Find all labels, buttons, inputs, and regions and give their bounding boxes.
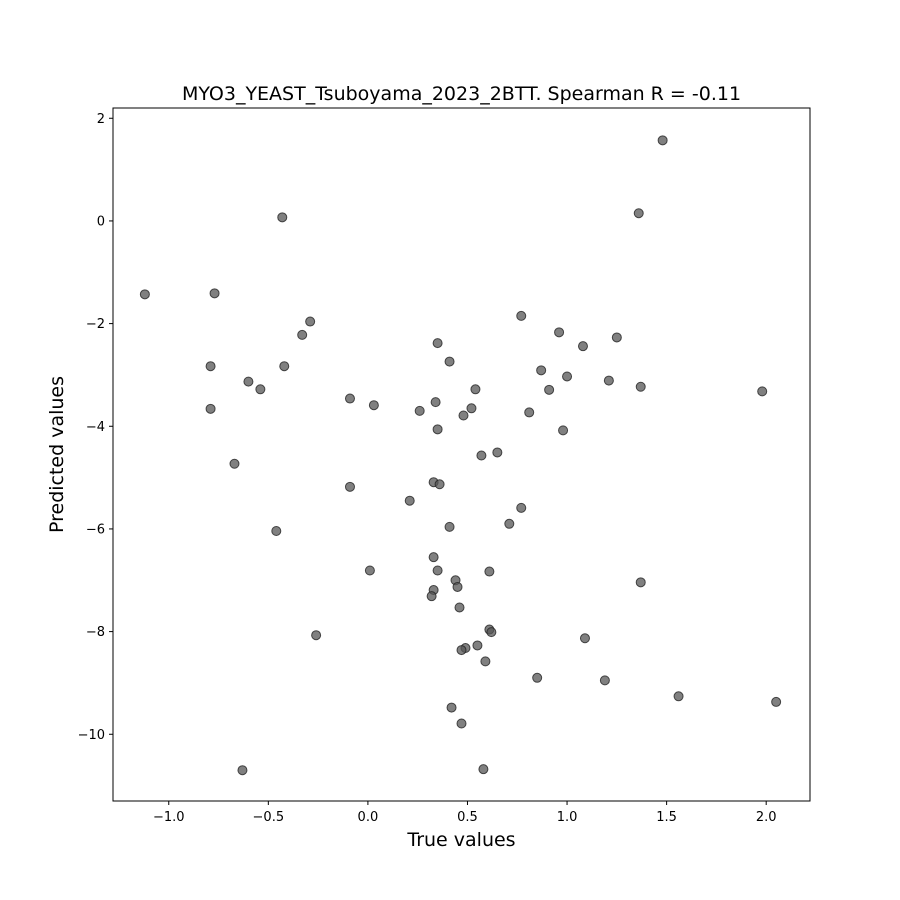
scatter-point: [635, 577, 646, 588]
scatter-point: [454, 602, 465, 613]
scatter-point: [577, 341, 588, 352]
scatter-point: [458, 410, 469, 421]
y-axis-label: Predicted values: [46, 376, 68, 533]
scatter-point: [279, 361, 290, 372]
scatter-point: [237, 765, 248, 776]
x-tick-label: 0.5: [457, 810, 478, 825]
scatter-point: [432, 424, 443, 435]
y-axis-ticks: 2 0 −2 −4 −6 −8 −10: [78, 112, 113, 743]
scatter-point: [277, 212, 288, 223]
scatter-point: [611, 332, 622, 343]
x-axis-ticks: −1.0 −0.5 0.0 0.5 1.0 1.5 2.0: [153, 801, 777, 825]
scatter-point: [452, 581, 463, 592]
scatter-point: [297, 329, 308, 340]
scatter-point: [432, 338, 443, 349]
scatter-point: [205, 403, 216, 414]
x-tick-label: −0.5: [253, 810, 285, 825]
scatter-point: [532, 672, 543, 683]
x-tick-label: 0.0: [358, 810, 379, 825]
scatter-point: [673, 691, 684, 702]
scatter-point: [432, 565, 443, 576]
scatter-point: [579, 633, 590, 644]
scatter-point: [484, 566, 495, 577]
scatter-point: [480, 656, 491, 667]
scatter-point: [344, 393, 355, 404]
scatter-point: [229, 458, 240, 469]
scatter-point: [635, 381, 646, 392]
scatter-point: [364, 565, 375, 576]
y-tick-label: −4: [86, 420, 105, 435]
scatter-point: [516, 502, 527, 513]
scatter-point: [456, 645, 467, 656]
scatter-point: [209, 288, 220, 299]
scatter-point: [255, 384, 266, 395]
plot-area-frame: [112, 107, 811, 802]
scatter-point: [368, 400, 379, 411]
scatter-point: [466, 403, 477, 414]
scatter-point: [516, 310, 527, 321]
scatter-point: [430, 397, 441, 408]
y-tick-label: 2: [97, 112, 105, 127]
scatter-point: [305, 316, 316, 327]
scatter-point: [558, 425, 569, 436]
scatter-point: [434, 479, 445, 490]
scatter-point: [205, 361, 216, 372]
y-tick-label: −2: [86, 317, 105, 332]
scatter-point: [486, 627, 497, 638]
scatter-point: [757, 386, 768, 397]
y-tick-label: 0: [97, 214, 105, 229]
scatter-point: [478, 764, 489, 775]
x-tick-label: −1.0: [153, 810, 185, 825]
scatter-point: [472, 640, 483, 651]
scatter-point: [446, 702, 457, 713]
scatter-point: [243, 376, 254, 387]
scatter-point: [603, 375, 614, 386]
y-tick-label: −10: [78, 728, 105, 743]
scatter-point: [344, 481, 355, 492]
chart-title: MYO3_YEAST_Tsuboyama_2023_2BTT. Spearman…: [182, 83, 741, 105]
x-tick-label: 2.0: [756, 810, 777, 825]
scatter-point: [633, 208, 644, 219]
scatter-point: [444, 521, 455, 532]
scatter-point: [414, 405, 425, 416]
scatter-point: [492, 447, 503, 458]
y-tick-label: −6: [86, 522, 105, 537]
scatter-point: [311, 630, 322, 641]
scatter-point: [599, 675, 610, 686]
y-tick-label: −8: [86, 625, 105, 640]
scatter-point: [456, 718, 467, 729]
scatter-point: [426, 591, 437, 602]
scatter-point: [139, 289, 150, 300]
x-axis-label: True values: [406, 829, 515, 851]
scatter-points: [139, 135, 782, 776]
scatter-point: [554, 327, 565, 338]
scatter-point: [524, 407, 535, 418]
scatter-point: [476, 450, 487, 461]
scatter-point: [271, 525, 282, 536]
scatter-point: [562, 371, 573, 382]
scatter-point: [771, 696, 782, 707]
scatter-point: [504, 518, 515, 529]
scatter-point: [444, 356, 455, 367]
scatter-point: [404, 495, 415, 506]
scatter-point: [536, 365, 547, 376]
scatter-point: [470, 384, 481, 395]
scatter-point: [428, 552, 439, 563]
scatter-point: [657, 135, 668, 146]
scatter-point: [544, 384, 555, 395]
x-tick-label: 1.0: [557, 810, 578, 825]
x-tick-label: 1.5: [656, 810, 677, 825]
